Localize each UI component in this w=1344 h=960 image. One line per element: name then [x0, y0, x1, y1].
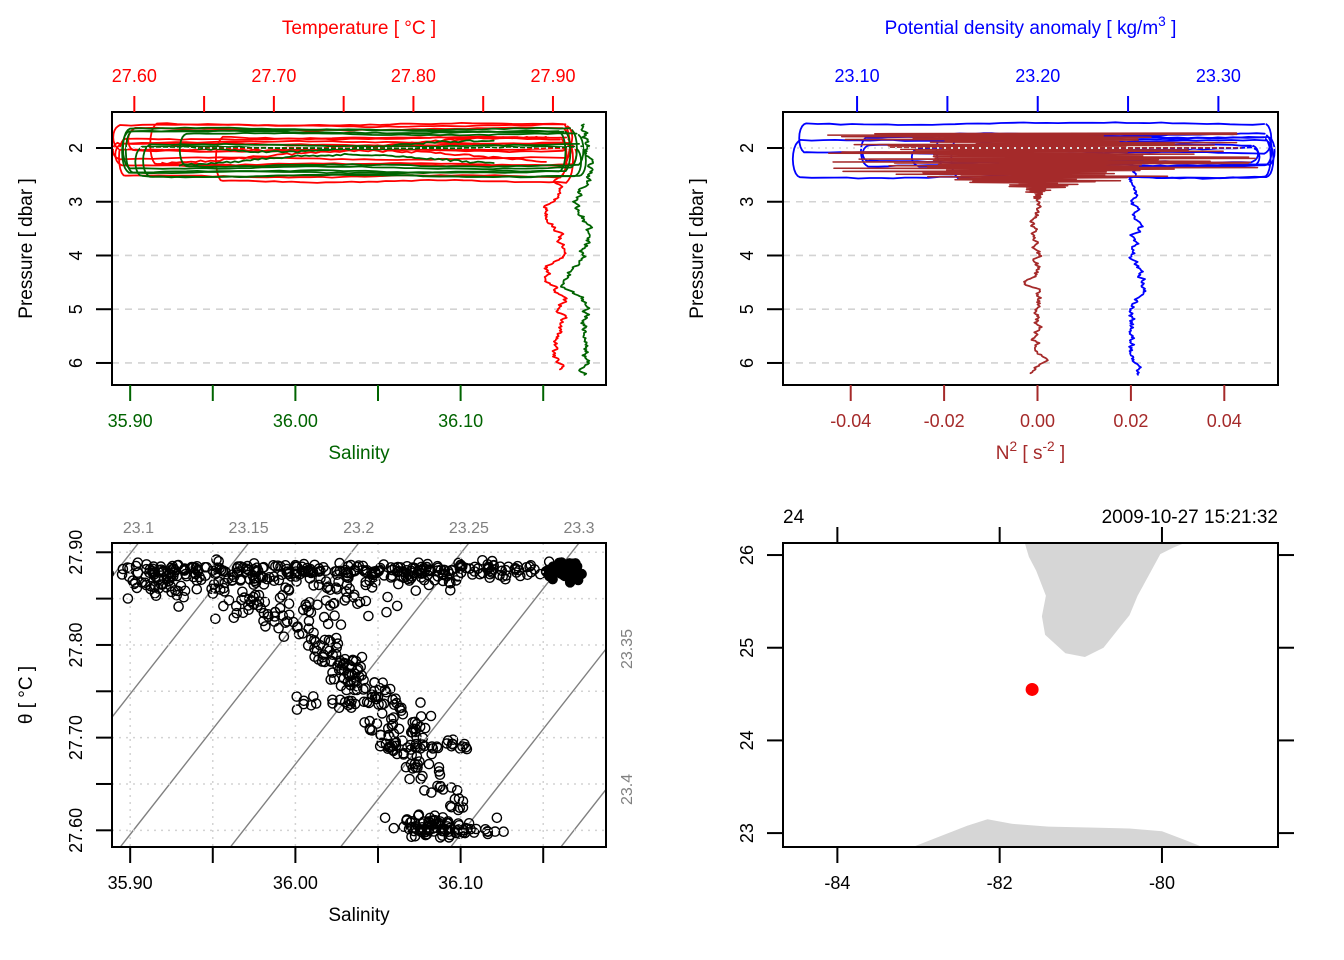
tick-label: 4 — [66, 250, 86, 260]
axis-top: 23.10 23.20 23.30 Potential density anomaly… — [835, 14, 1241, 112]
axis-bottom: 35.90 36.00 36.10 Salinity — [108, 385, 545, 464]
tick-label: 0.00 — [1020, 411, 1055, 431]
isopycnal-label-top: 23.15 — [229, 520, 269, 537]
tick-label: -0.02 — [924, 411, 965, 431]
isopycnal-line — [339, 543, 580, 847]
isopycnal-label-right: 23.4 — [619, 774, 636, 805]
isopycnal-label-right: 23.35 — [619, 629, 636, 669]
axis-left: 2 3 4 5 6 Pressure [ dbar ] — [16, 143, 112, 368]
axis-title: Potential density anomaly [ kg/m3 ] — [885, 14, 1177, 39]
series-temperature — [112, 122, 578, 371]
plot-frame — [111, 111, 607, 386]
tick-label: 25 — [737, 638, 757, 658]
tick-label: 26 — [737, 545, 757, 565]
tick-label: 27.60 — [112, 66, 157, 86]
tick-label: 36.00 — [273, 873, 318, 893]
axis-bottom: -0.04 -0.02 0.00 0.02 0.04 N2 [ s-2 ] — [830, 385, 1242, 464]
axis-title: Salinity — [328, 443, 390, 464]
isopycnal-label-top: 23.25 — [449, 520, 489, 537]
tick-label: 27.90 — [530, 66, 575, 86]
tick-label: 4 — [737, 250, 757, 260]
land-cuba — [912, 819, 1203, 847]
tick-label: 23 — [737, 823, 757, 843]
tick-label: -0.04 — [830, 411, 871, 431]
tick-label: 27.70 — [251, 66, 296, 86]
tick-label: 27.70 — [66, 715, 86, 760]
tick-label: 6 — [737, 358, 757, 368]
axis-bottom: -84 -82 -80 — [824, 847, 1175, 893]
tick-label: 36.10 — [438, 873, 483, 893]
tick-label: 2 — [66, 143, 86, 153]
tick-label: 23.20 — [1015, 66, 1060, 86]
tick-label: -82 — [987, 873, 1013, 893]
panel-station-map: -84 -82 -80 23 24 25 26 24 2009-10-27 15:21:32 — [737, 507, 1294, 893]
axis-right — [1278, 554, 1294, 835]
tick-label: 5 — [737, 304, 757, 314]
land-florida — [1024, 543, 1185, 657]
tick-label: 27.80 — [391, 66, 436, 86]
axis-left: 2 3 4 5 6 Pressure [ dbar ] — [687, 143, 783, 368]
tick-label: 3 — [66, 197, 86, 207]
axis-title: Temperature [ °C ] — [282, 18, 436, 39]
tick-label: 27.80 — [66, 622, 86, 667]
tick-label: 36.00 — [273, 411, 318, 431]
tick-label: 35.90 — [108, 873, 153, 893]
panel-profile-density-n2: 23.10 23.20 23.30 Potential density anomaly… — [687, 14, 1279, 464]
tick-label: 3 — [737, 197, 757, 207]
isopycnal-label-top: 23.1 — [123, 520, 154, 537]
isopycnal-label-top: 23.3 — [563, 520, 594, 537]
station-number: 24 — [783, 507, 805, 528]
isopycnal-line — [112, 543, 250, 718]
axis-title: θ [ °C ] — [16, 666, 37, 724]
axis-top — [836, 527, 1163, 543]
plot-frame — [782, 542, 1279, 848]
tick-label: 24 — [737, 730, 757, 750]
panel-ts-diagram: 23.1 23.15 23.2 23.25 23.3 23.35 23.4 35.90 36.0… — [16, 520, 636, 926]
axis-title: Pressure [ dbar ] — [16, 178, 37, 318]
axis-title: Pressure [ dbar ] — [687, 178, 708, 318]
station-dot — [1025, 682, 1039, 696]
tick-label: -80 — [1149, 873, 1175, 893]
series-salinity — [121, 123, 594, 376]
isopycnal-line — [559, 789, 606, 847]
axis-title: Salinity — [328, 905, 390, 926]
axis-left: 23 24 25 26 — [737, 545, 783, 843]
tick-label: -84 — [824, 873, 850, 893]
tick-label: 23.30 — [1196, 66, 1241, 86]
tick-label: 6 — [66, 358, 86, 368]
isopycnal-label-top: 23.2 — [343, 520, 374, 537]
tick-label: 36.10 — [438, 411, 483, 431]
plot-frame — [111, 542, 607, 848]
tick-label: 35.90 — [108, 411, 153, 431]
tick-label: 5 — [66, 304, 86, 314]
axis-left: 27.60 27.70 27.80 27.90 θ [ °C ] — [16, 530, 112, 853]
series-N2 — [827, 132, 1259, 375]
station-datetime: 2009-10-27 15:21:32 — [1102, 507, 1278, 528]
tick-label: 0.04 — [1207, 411, 1242, 431]
isopycnal-line — [449, 648, 606, 847]
isopycnal-line — [229, 543, 470, 847]
axis-bottom: 35.90 36.00 36.10 Salinity — [108, 847, 545, 926]
isopycnal-line — [119, 543, 360, 847]
tick-label: 2 — [737, 143, 757, 153]
tick-label: 0.02 — [1113, 411, 1148, 431]
axis-top: 27.60 27.70 27.80 27.90 Temperature [ °C ] — [112, 18, 575, 112]
tick-label: 23.10 — [835, 66, 880, 86]
tick-label: 27.90 — [66, 530, 86, 575]
tick-label: 27.60 — [66, 808, 86, 853]
axis-title: N2 [ s-2 ] — [996, 439, 1065, 464]
plot-frame — [782, 111, 1279, 386]
